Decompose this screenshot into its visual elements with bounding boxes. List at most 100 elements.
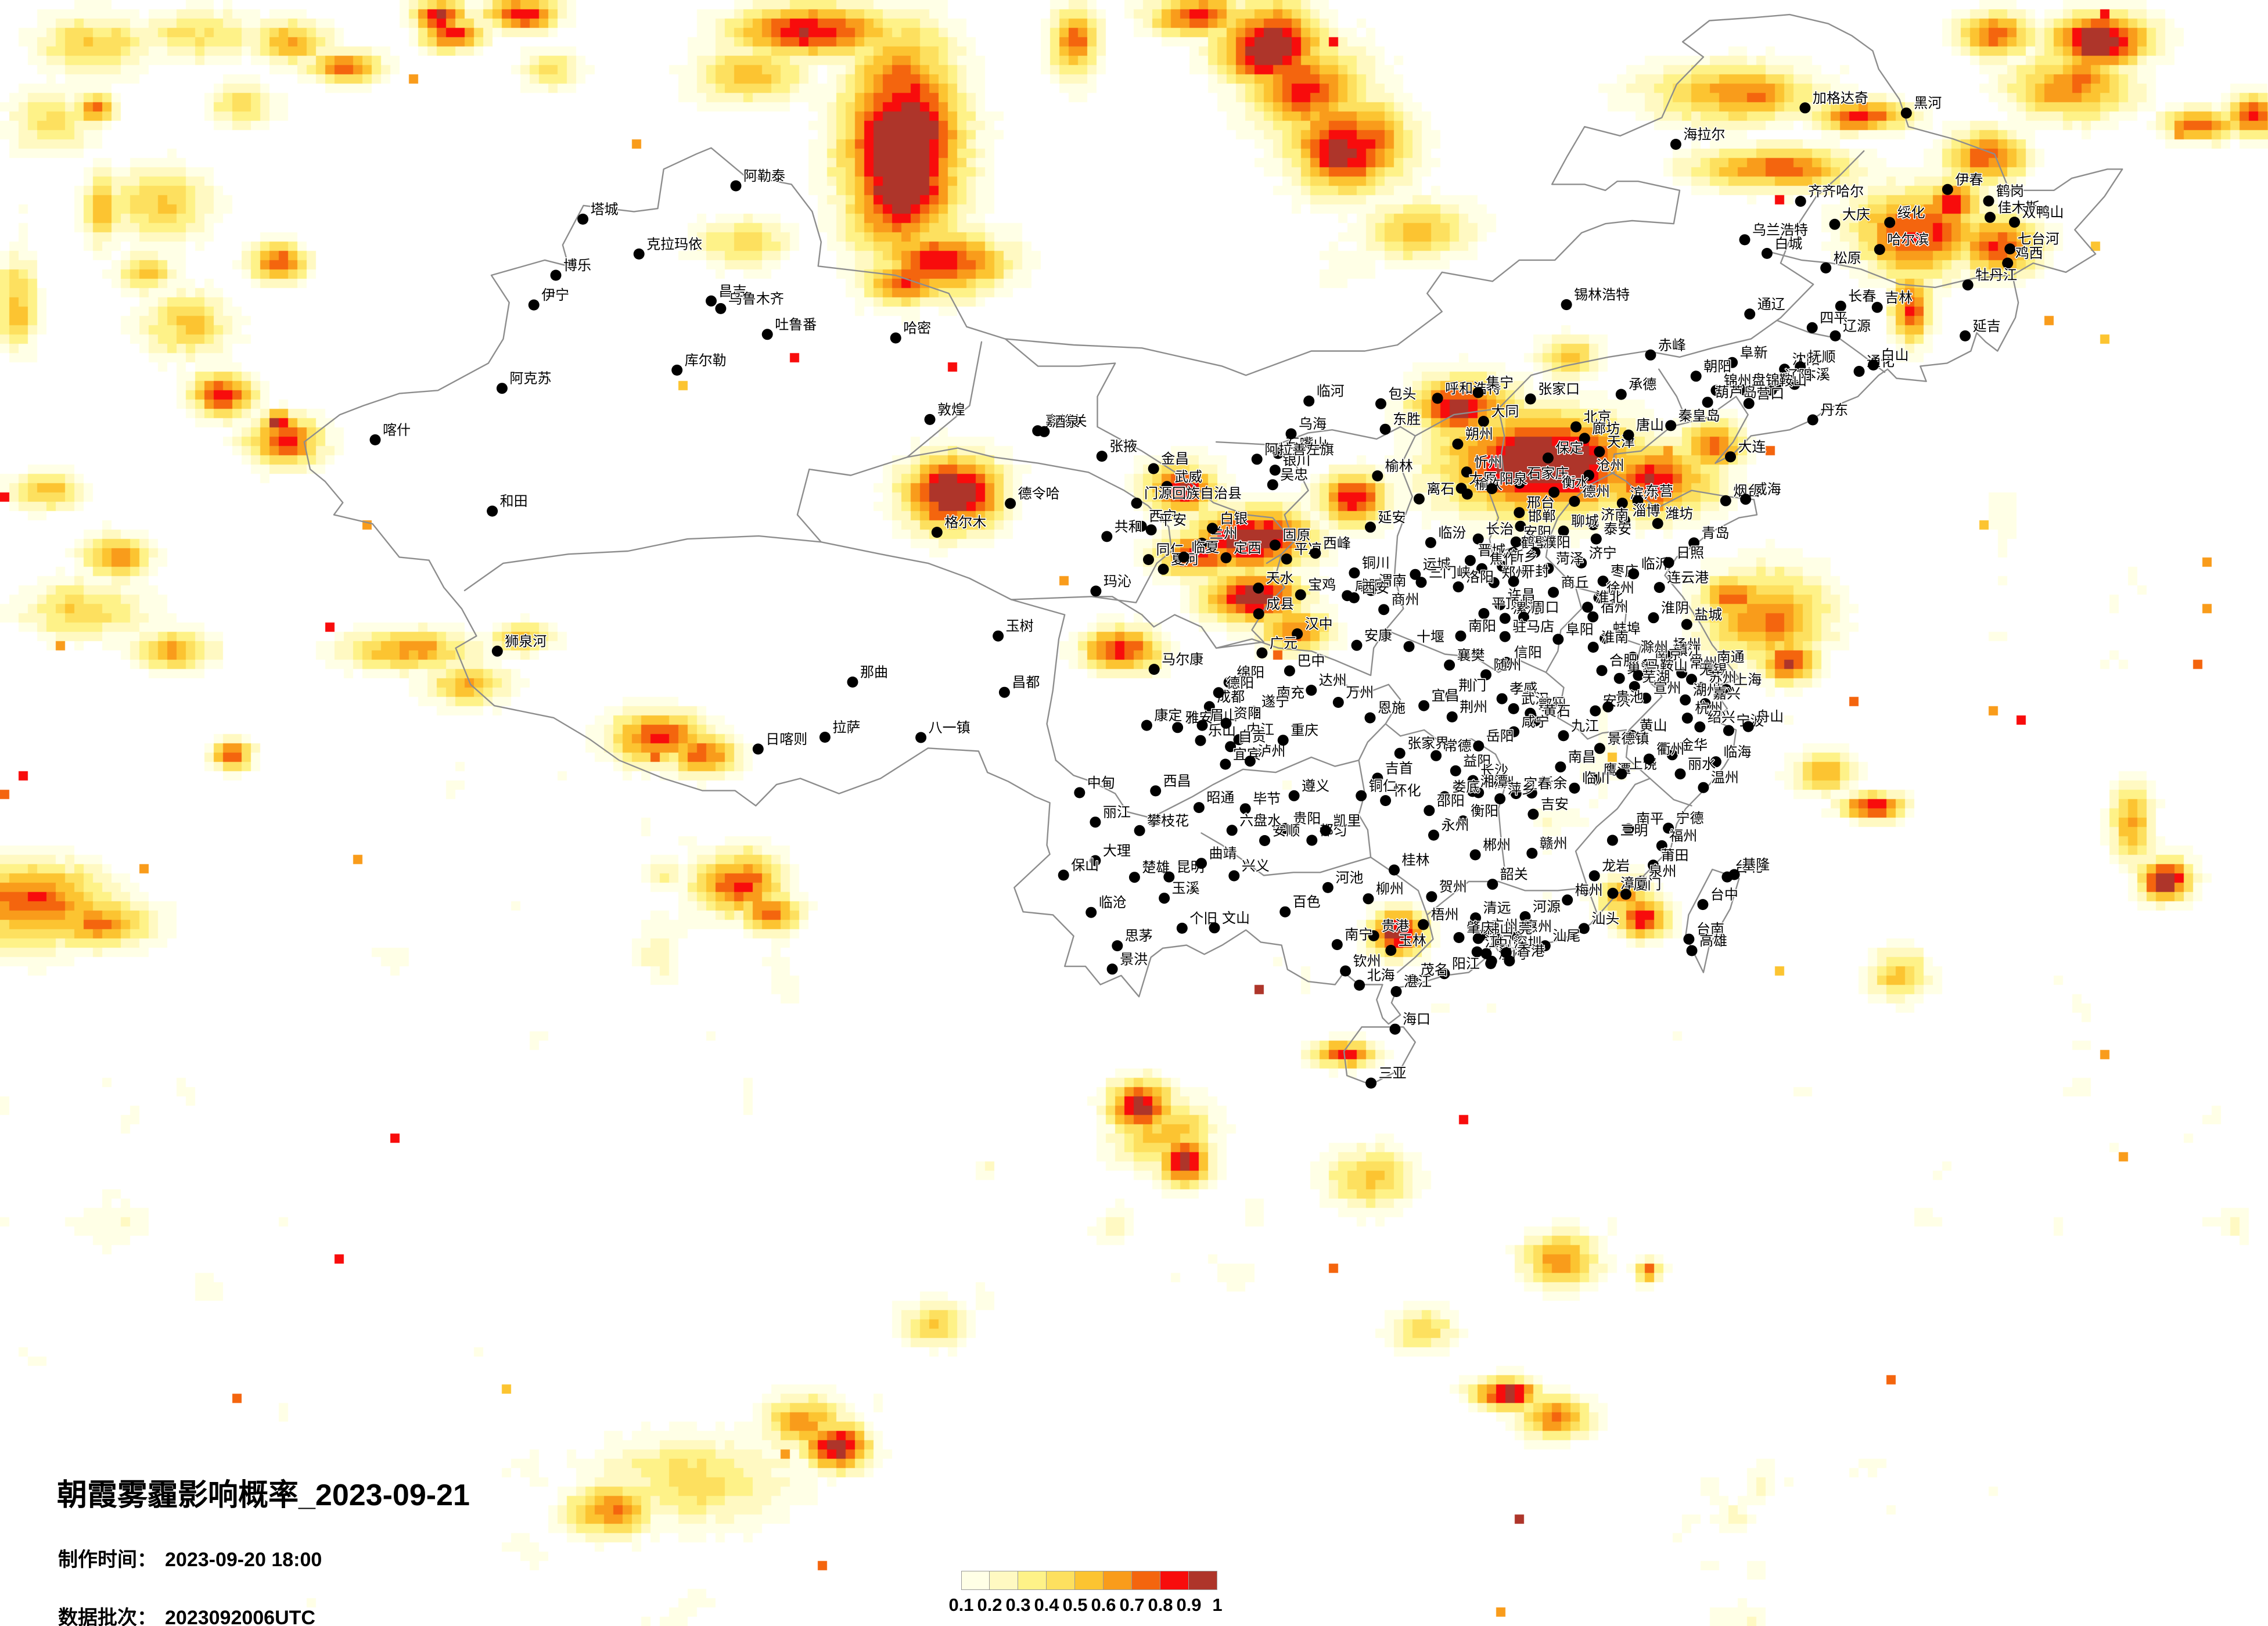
city: 资阳	[1220, 705, 1263, 729]
city: 南阳	[1455, 618, 1497, 642]
city-label: 临川	[1582, 771, 1610, 786]
city-label: 岳阳	[1486, 729, 1514, 744]
produced-time-label: 制作时间：	[58, 1549, 157, 1571]
legend-tick-label: 0.5	[1062, 1595, 1088, 1615]
city-marker	[1690, 370, 1702, 382]
city: 三明	[1606, 822, 1649, 846]
city-label: 肇庆	[1467, 920, 1494, 936]
city: 丹东	[1807, 402, 1849, 426]
city: 邯郸	[1515, 508, 1557, 532]
city-marker	[1267, 479, 1278, 491]
city: 常德	[1430, 738, 1472, 761]
city-label: 哈尔滨	[1887, 232, 1929, 248]
city-label: 潍坊	[1665, 506, 1693, 522]
city: 桂林	[1389, 852, 1430, 876]
city-label: 柳州	[1376, 882, 1404, 897]
city-marker	[1674, 768, 1686, 780]
city-marker	[1471, 946, 1483, 958]
city-marker	[1799, 102, 1811, 114]
city: 怀化	[1380, 782, 1422, 807]
city: 湖州	[1680, 682, 1721, 706]
city: 武威	[1161, 468, 1203, 492]
city-label: 文山	[1222, 911, 1250, 926]
city-label: 杭州	[1695, 701, 1723, 717]
city-label: 昌都	[1012, 675, 1040, 690]
city: 六盘水	[1226, 812, 1282, 836]
city-label: 德令哈	[1018, 486, 1060, 502]
city: 宣州	[1640, 680, 1682, 704]
city-label: 大连	[1738, 440, 1766, 455]
city: 商州	[1378, 591, 1420, 616]
city-label: 敦煌	[937, 402, 965, 418]
city-marker	[1633, 670, 1644, 681]
city: 锦州	[1710, 372, 1752, 396]
city-marker	[1277, 735, 1289, 746]
city-marker	[1467, 775, 1479, 786]
city-marker	[1720, 684, 1732, 695]
city: 吉安	[1527, 796, 1569, 820]
city-marker	[1720, 495, 1731, 506]
city-label: 永州	[1442, 818, 1469, 833]
city-label: 焦作	[1489, 551, 1517, 567]
city: 日喀则	[752, 731, 808, 755]
city-label: 定西	[1234, 541, 1261, 556]
city-marker	[1663, 822, 1674, 834]
city-label: 宿州	[1601, 599, 1629, 615]
city: 贵阳	[1279, 810, 1322, 834]
city-marker	[1279, 823, 1291, 834]
city-label: 荆门	[1458, 678, 1486, 694]
city-label: 和田	[500, 494, 528, 509]
city-marker	[1569, 495, 1580, 507]
city-label: 南充	[1277, 685, 1304, 701]
city-label: 常德	[1444, 738, 1472, 754]
city-label: 衡阳	[1471, 804, 1498, 819]
legend-tick-label: 0.9	[1176, 1595, 1202, 1615]
city-marker	[1273, 448, 1284, 459]
city-marker	[1457, 815, 1469, 827]
city-marker	[1134, 825, 1145, 836]
city: 梧州	[1418, 906, 1460, 930]
city-marker	[1403, 641, 1415, 652]
city-marker	[1613, 672, 1625, 684]
city-marker	[1292, 628, 1303, 639]
city: 阳泉	[1486, 470, 1528, 494]
city-label: 香港	[1517, 944, 1545, 959]
city-marker	[1228, 870, 1240, 882]
city: 河源	[1519, 898, 1562, 922]
city-marker	[1251, 454, 1263, 465]
city: 鞍山	[1766, 372, 1808, 396]
city-label: 重庆	[1291, 723, 1318, 739]
city-marker	[1607, 887, 1619, 899]
city-marker	[915, 732, 927, 743]
city-marker	[1491, 933, 1503, 944]
city-marker	[1578, 923, 1590, 934]
city: 商丘	[1548, 574, 1590, 598]
city-marker	[1394, 747, 1406, 759]
city-marker	[1172, 722, 1184, 733]
city-marker	[1744, 308, 1756, 320]
city-marker	[1558, 526, 1569, 537]
city: 西安	[1348, 580, 1390, 603]
city-marker	[1476, 563, 1487, 574]
city: 郑州	[1488, 564, 1530, 588]
city-marker	[1710, 384, 1722, 396]
city-label: 临夏	[1191, 539, 1219, 555]
city-marker	[550, 269, 562, 281]
city-marker	[1723, 725, 1734, 736]
city-marker	[1871, 301, 1883, 313]
city-label: 连云港	[1667, 570, 1709, 586]
city: 长治	[1472, 521, 1515, 545]
city-label: 濮阳	[1543, 535, 1570, 551]
city-marker	[1588, 870, 1600, 882]
city: 渭南	[1365, 572, 1407, 596]
city-label: 阳江	[1452, 956, 1480, 972]
city-label: 榆林	[1385, 459, 1413, 474]
city-label: 嘉峪关	[1045, 413, 1087, 429]
city-marker	[1096, 451, 1108, 462]
city-marker	[1518, 611, 1529, 623]
city-marker	[1807, 414, 1818, 426]
city-marker	[1725, 451, 1736, 463]
city-marker	[1623, 823, 1634, 834]
city-label: 拉萨	[832, 720, 860, 736]
